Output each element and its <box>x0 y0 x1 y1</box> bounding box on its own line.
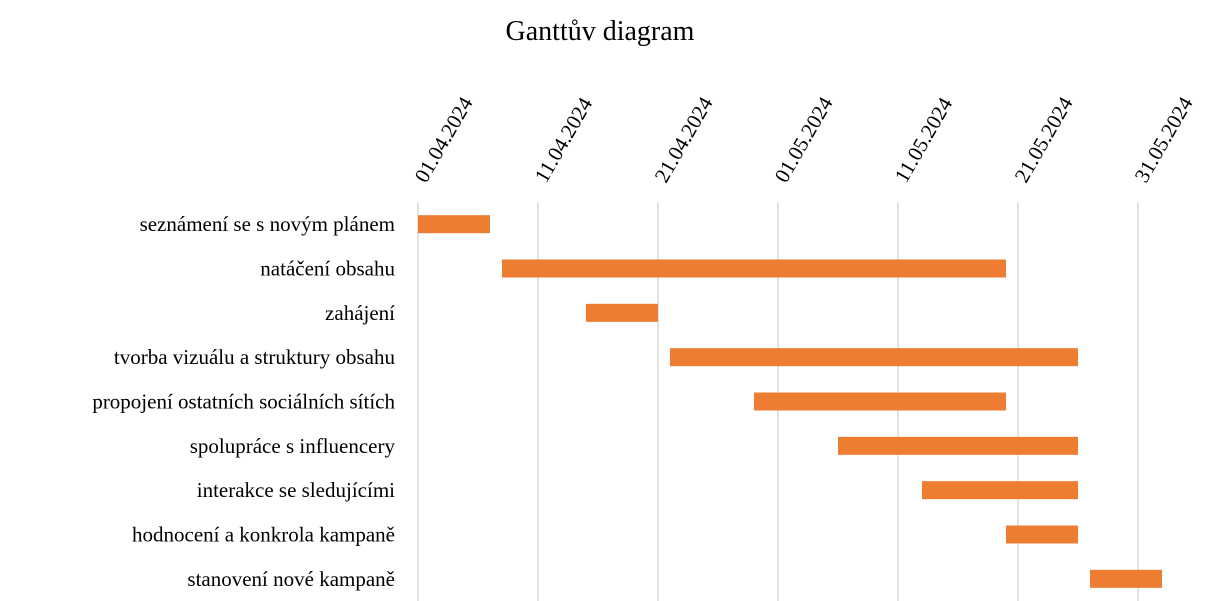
bar <box>418 215 490 234</box>
y-tick-label: tvorba vizuálu a struktury obsahu <box>114 345 396 369</box>
x-tick-label: 01.05.2024 <box>770 92 838 186</box>
bar <box>670 348 1078 367</box>
y-tick-label: propojení ostatních sociálních sítích <box>92 390 395 414</box>
x-tick-label: 31.05.2024 <box>1130 92 1198 186</box>
x-tick-label: 21.04.2024 <box>650 92 718 186</box>
y-tick-label: interakce se sledujícími <box>197 478 395 502</box>
y-tick-label: hodnocení a konkrola kampaně <box>132 523 395 547</box>
y-tick-label: stanovení nové kampaně <box>187 567 395 591</box>
bar <box>586 303 658 322</box>
y-tick-label: spolupráce s influencery <box>190 434 396 458</box>
chart-title: Ganttův diagram <box>506 16 695 47</box>
bar <box>754 392 1006 411</box>
x-tick-label: 11.04.2024 <box>530 93 598 187</box>
bar <box>838 436 1078 455</box>
y-tick-label: seznámení se s novým plánem <box>140 212 395 236</box>
y-tick-label: natáčení obsahu <box>260 257 395 281</box>
y-tick-label: zahájení <box>325 301 395 325</box>
x-tick-label: 21.05.2024 <box>1010 92 1078 186</box>
x-tick-label: 01.04.2024 <box>410 92 478 186</box>
bar <box>1090 569 1162 588</box>
bar <box>922 481 1078 500</box>
bar <box>502 259 1006 278</box>
x-tick-label: 11.05.2024 <box>890 93 958 187</box>
bar <box>1006 525 1078 544</box>
